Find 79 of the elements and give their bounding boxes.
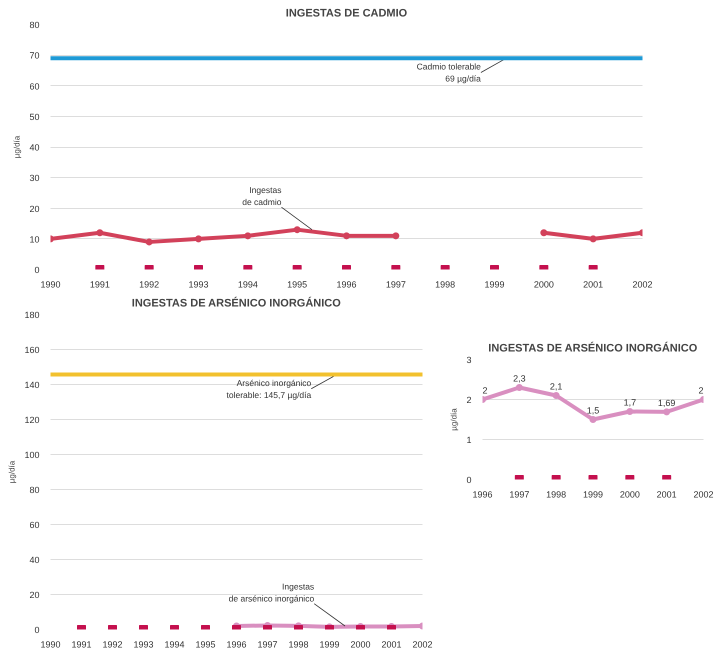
point [663,408,670,416]
y-tick-label: 40 [29,142,40,152]
x-tick-label: 2000 [350,640,371,650]
x-tick-label: 2002 [632,280,653,290]
x-tick-label: 2000 [620,490,640,500]
x-tick-label: 2001 [381,640,402,650]
x-tick-label: 1998 [435,280,456,290]
ref-line-label: Cadmio tolerable 69 µg/día [416,61,482,84]
y-tick-label: 80 [29,485,40,495]
y-axis-title: µg/día [7,460,16,484]
x-tick-label: 1996 [336,280,357,290]
y-tick-label: 3 [466,355,472,365]
y-tick-label: 2 [466,395,472,405]
x-tick-label: 1994 [238,280,258,290]
x-tick-label: 1991 [71,640,92,650]
x-tick-label: 1990 [40,640,61,650]
x-tick-label: 2002 [412,640,433,650]
x-tick-label: 1995 [195,640,216,650]
y-tick-label: 80 [29,20,40,30]
data-label: 1,7 [624,398,636,408]
y-tick-label: 1 [466,435,472,445]
x-tick-label: 2000 [534,280,554,290]
x-tick-label: 1996 [472,490,493,500]
x-tick-label: 1993 [133,640,154,650]
data-label: 2,3 [513,374,526,384]
x-tick-label: 1999 [582,490,604,500]
x-tick-label: 1992 [139,280,160,290]
point [590,416,596,423]
y-tick-label: 60 [29,520,40,530]
x-tick-label: 1997 [257,640,278,650]
data-label: 1,69 [658,398,676,408]
y-tick-label: 0 [34,265,40,275]
annotation: Ingestas de arsénico inorgánico [228,582,314,604]
x-tick-label: 1994 [164,640,185,650]
y-tick-label: 0 [466,475,472,485]
x-tick-label: 1998 [288,640,309,650]
chart-title: INGESTAS DE ARSÉNICO INORGÁNICO [488,342,698,354]
x-tick-label: 1993 [188,280,209,290]
x-tick-label: 2001 [656,490,677,500]
x-tick-label: 1997 [386,280,406,290]
x-tick-label: 1999 [484,280,505,290]
y-tick-label: 140 [24,380,40,390]
x-tick-label: 1999 [319,640,340,650]
y-tick-label: 180 [24,310,40,320]
data-label: 2 [482,386,488,396]
y-tick-label: 100 [24,450,40,460]
x-tick-label: 1998 [546,490,566,500]
x-tick-label: 1997 [509,490,530,500]
point [516,384,523,391]
y-tick-label: 70 [29,50,40,61]
x-tick-label: 1996 [226,640,247,650]
y-tick-label: 10 [29,234,40,244]
y-tick-label: 0 [34,625,40,635]
ref-line-label: Arsénico inorgánico tolerable: 145,7 µg/día [226,378,312,400]
x-tick-label: 1995 [287,280,308,290]
y-tick-label: 50 [29,112,40,122]
point [552,392,560,399]
y-tick-label: 60 [29,81,40,92]
data-label: 2,1 [550,382,562,392]
chart-title: INGESTAS DE ARSÉNICO INORGÁNICO [132,296,342,310]
y-tick-label: 120 [24,415,40,425]
x-tick-label: 1992 [102,640,123,650]
x-tick-label: 2001 [583,280,604,290]
y-axis-title: µg/día [449,408,458,431]
y-tick-label: 160 [24,345,40,355]
data-label: 1,5 [586,406,600,416]
y-axis-title: µg/día [12,135,22,158]
point [626,408,634,415]
x-tick-label: 2002 [693,490,714,500]
x-tick-label: 1990 [40,280,61,290]
y-tick-label: 20 [29,590,40,600]
y-tick-label: 30 [29,173,40,184]
y-tick-label: 40 [29,555,40,565]
annotation: Ingestas de cadmio [242,185,282,208]
y-tick-label: 20 [29,204,40,214]
chart-title: INGESTAS DE CADMIO [286,8,408,20]
x-tick-label: 1991 [90,280,110,290]
data-label: 2 [698,386,704,396]
line-series [482,384,704,423]
